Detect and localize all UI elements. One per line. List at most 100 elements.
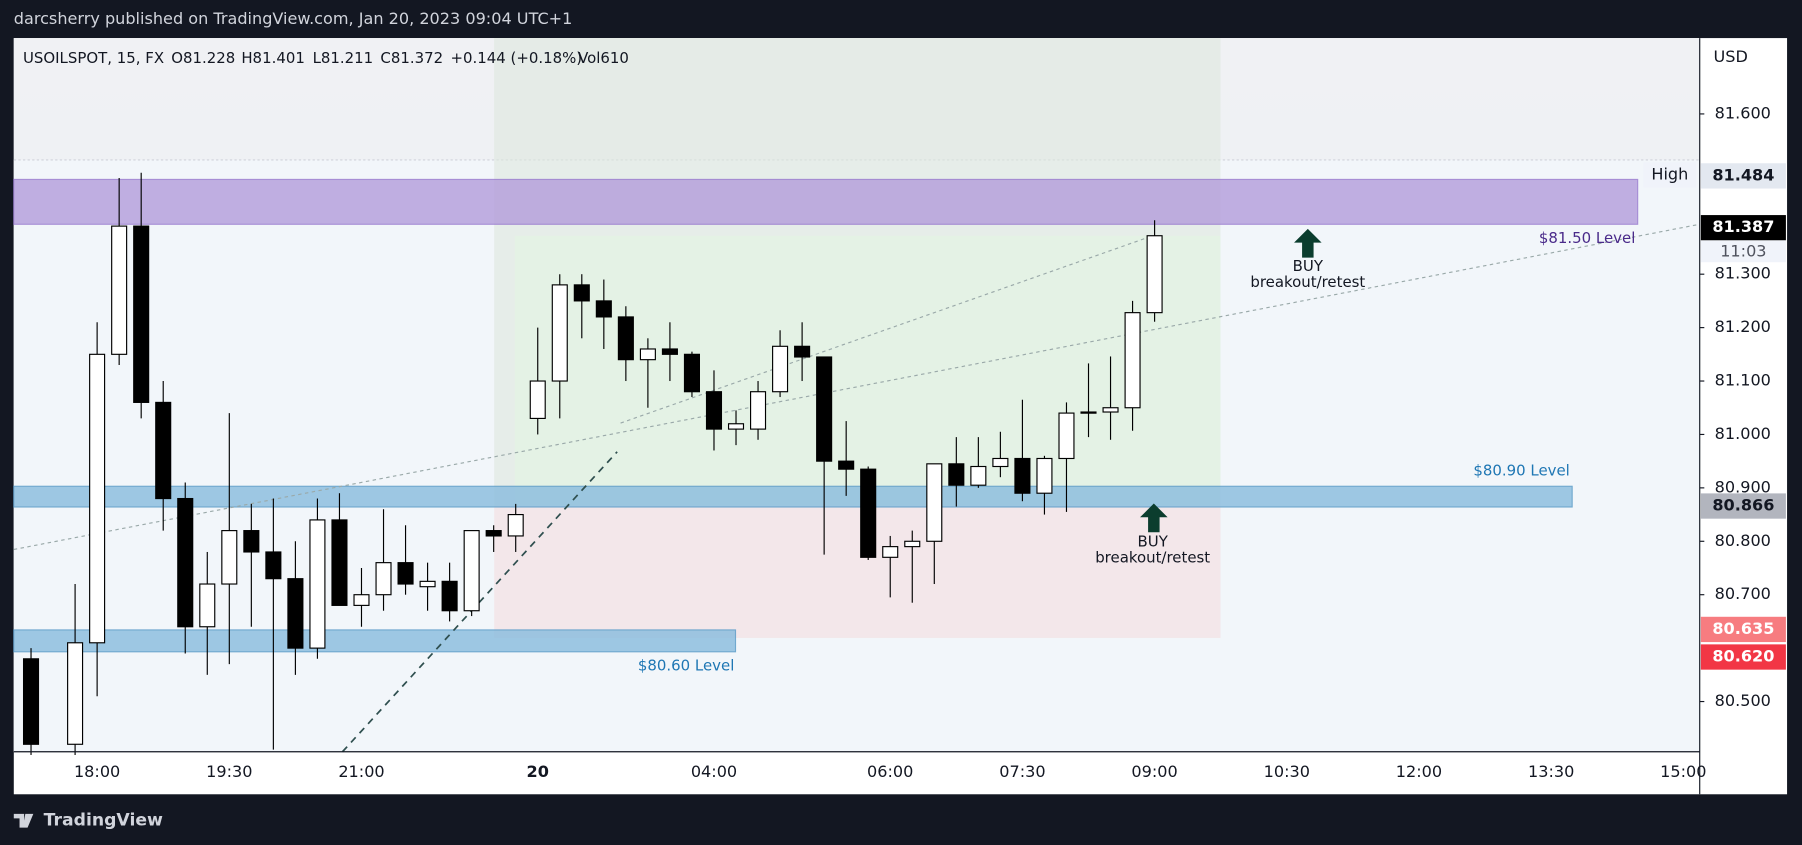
candle-body	[507, 514, 524, 537]
brand: TradingView	[44, 811, 163, 831]
candle-body	[309, 519, 326, 649]
candle-body	[287, 578, 304, 649]
candle-body	[375, 562, 392, 596]
candle-body	[705, 391, 723, 430]
buy-arrow	[1294, 228, 1322, 258]
price-badge	[1700, 616, 1786, 643]
publish-header: darcsherry published on TradingView.com,…	[14, 9, 573, 28]
candle-body	[265, 551, 282, 580]
candle-body	[661, 348, 678, 355]
x-tick-label: 20	[527, 762, 549, 781]
y-tick-label: 80.700	[1715, 584, 1771, 603]
x-tick-label: 21:00	[338, 762, 384, 781]
candle-body	[1102, 407, 1119, 413]
legend-item: H81.401	[241, 49, 305, 67]
candle-body	[617, 316, 634, 361]
buy-arrow	[1140, 503, 1168, 533]
x-tick-label: 09:00	[1131, 762, 1177, 781]
candle-body	[595, 300, 612, 318]
level-label: $81.50 Level	[1539, 229, 1635, 247]
candle-body	[1058, 412, 1075, 460]
candle-body	[441, 580, 458, 612]
candle-body	[948, 463, 965, 486]
candle-body	[67, 642, 84, 745]
candle-body	[838, 460, 855, 470]
candle-body	[573, 284, 590, 302]
candle-body	[904, 540, 921, 548]
zone-80-90	[13, 485, 1573, 508]
signal-label: BUY	[1138, 533, 1169, 551]
signal-note: breakout/retest	[1095, 549, 1210, 567]
candle-body	[89, 353, 106, 644]
price-badge-label: 81.387	[1712, 217, 1774, 236]
candle-body	[177, 497, 194, 628]
zone-80-60	[13, 629, 737, 653]
candle-body	[397, 562, 414, 585]
y-tick-label: 81.300	[1715, 264, 1771, 283]
y-tick-label: 81.000	[1715, 424, 1771, 443]
y-tick-label: 81.100	[1715, 371, 1771, 390]
price-badge	[1700, 493, 1786, 519]
legend: USOILSPOT, 15, FX O81.228 H81.401 L81.211 C8…	[23, 49, 629, 67]
candle-body	[1014, 457, 1031, 494]
x-tick-label: 12:00	[1396, 762, 1442, 781]
y-tick-label: 80.800	[1715, 531, 1771, 550]
candle-body	[419, 580, 436, 588]
signal-label: BUY	[1293, 257, 1324, 275]
candle-body	[970, 465, 987, 486]
x-tick-label: 19:30	[206, 762, 252, 781]
candle-body	[485, 530, 502, 537]
candle-body	[133, 225, 150, 403]
candle-body	[727, 423, 745, 430]
candle-body	[926, 463, 943, 542]
candle-body	[331, 519, 348, 606]
price-badge-label: 81.484	[1712, 165, 1774, 184]
candle-body	[1036, 457, 1053, 494]
legend-item: USOILSPOT, 15, FX	[23, 49, 164, 67]
legend-item: C81.372	[380, 49, 443, 67]
candle-body	[860, 468, 877, 558]
candle-body	[816, 356, 833, 462]
price-badge-label: 80.866	[1712, 496, 1774, 515]
level-label: $80.60 Level	[638, 657, 734, 675]
legend-item: +0.144 (+0.18%)	[450, 49, 582, 67]
trend-line	[620, 235, 1153, 424]
x-tick-label: 10:30	[1264, 762, 1310, 781]
countdown-bg	[1700, 240, 1786, 263]
trend-line	[341, 451, 618, 753]
zone-81-50	[13, 178, 1639, 225]
candle-body	[882, 546, 899, 558]
high-tag	[1643, 162, 1697, 188]
signal-note: breakout/retest	[1250, 273, 1365, 291]
x-tick-label: 13:30	[1528, 762, 1574, 781]
candle-body	[683, 353, 700, 393]
legend-item: Vol610	[578, 49, 629, 67]
candle-body	[463, 530, 480, 612]
candle-body	[353, 594, 370, 606]
candle-body	[794, 345, 811, 358]
candle-body	[639, 348, 656, 361]
x-tick-label: 06:00	[867, 762, 913, 781]
candle-body	[529, 380, 546, 419]
x-tick-label: 04:00	[691, 762, 737, 781]
candle-body	[772, 345, 789, 393]
y-tick-label: 80.900	[1715, 477, 1771, 496]
currency: USD	[1714, 47, 1748, 66]
candle-body	[551, 284, 568, 382]
y-tick-label: 80.500	[1715, 691, 1771, 710]
y-tick-label: 81.200	[1715, 317, 1771, 336]
high-label: High	[1651, 164, 1688, 183]
position-profit	[514, 235, 1221, 506]
candle-body	[992, 457, 1009, 468]
candle-body	[1146, 235, 1163, 314]
candle-body	[155, 401, 172, 500]
x-tick-label: 15:00	[1660, 762, 1706, 781]
brand-logo	[13, 813, 34, 828]
candle-body	[1124, 312, 1141, 409]
candle-body	[111, 225, 128, 355]
candle-body	[199, 583, 216, 628]
legend-item: L81.211	[313, 49, 374, 67]
countdown: 11:03	[1720, 241, 1766, 260]
